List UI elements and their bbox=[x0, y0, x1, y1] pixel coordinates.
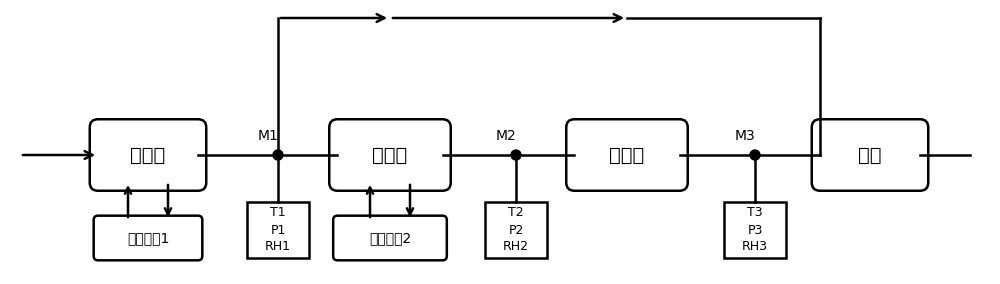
Text: T2
P2
RH2: T2 P2 RH2 bbox=[503, 206, 529, 254]
Text: T1
P1
RH1: T1 P1 RH1 bbox=[265, 206, 291, 254]
Text: M2: M2 bbox=[496, 129, 517, 143]
Text: 电堆: 电堆 bbox=[858, 145, 882, 164]
Bar bbox=[247, 202, 309, 258]
FancyBboxPatch shape bbox=[94, 216, 202, 260]
Circle shape bbox=[273, 150, 283, 160]
Text: 冷却回路1: 冷却回路1 bbox=[127, 231, 169, 245]
Text: M1: M1 bbox=[258, 129, 279, 143]
Circle shape bbox=[750, 150, 760, 160]
FancyBboxPatch shape bbox=[566, 119, 688, 191]
Text: 增湿器: 增湿器 bbox=[609, 145, 645, 164]
Text: T3
P3
RH3: T3 P3 RH3 bbox=[742, 206, 768, 254]
FancyBboxPatch shape bbox=[329, 119, 451, 191]
Text: 空压机: 空压机 bbox=[130, 145, 166, 164]
FancyBboxPatch shape bbox=[812, 119, 928, 191]
Text: M3: M3 bbox=[735, 129, 756, 143]
FancyBboxPatch shape bbox=[333, 216, 447, 260]
Bar bbox=[724, 202, 786, 258]
Text: 中冷器: 中冷器 bbox=[372, 145, 408, 164]
Circle shape bbox=[511, 150, 521, 160]
Bar bbox=[485, 202, 547, 258]
Text: 冷却回路2: 冷却回路2 bbox=[369, 231, 411, 245]
FancyBboxPatch shape bbox=[90, 119, 206, 191]
